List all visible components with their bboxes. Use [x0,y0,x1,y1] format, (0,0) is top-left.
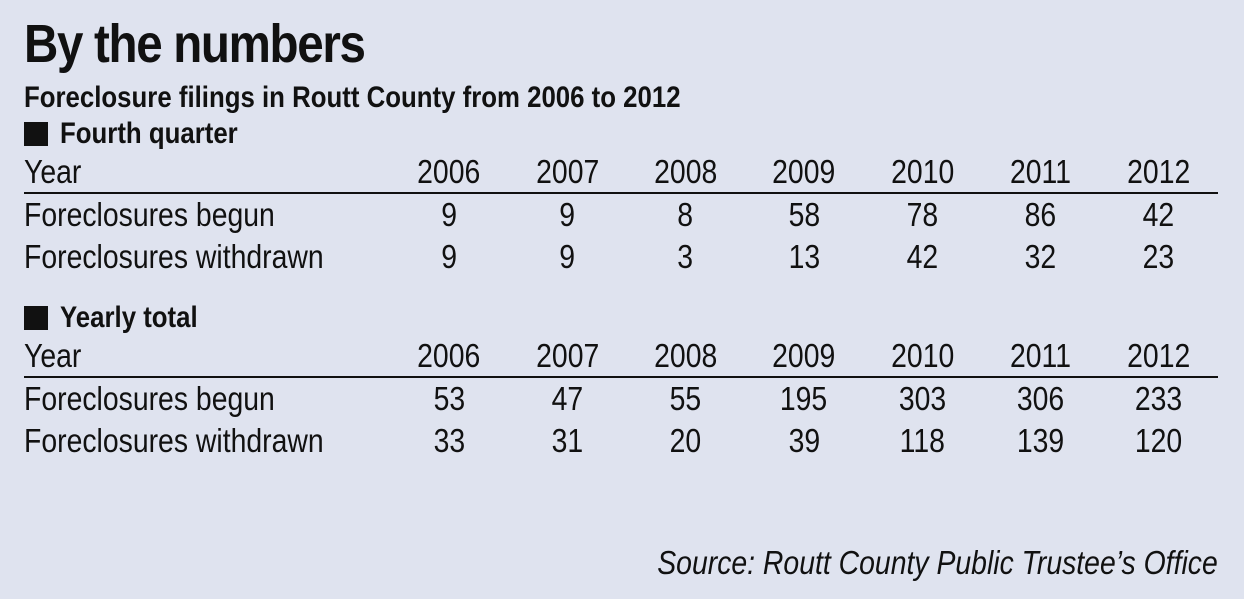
data-value: 86 [1024,196,1057,233]
source-note: Source: Routt County Public Trustee’s Of… [657,544,1218,581]
row-header-label: Year [24,336,390,378]
data-value: 306 [1016,380,1065,417]
data-value: 55 [669,380,702,417]
data-value: 39 [788,422,820,459]
data-value: 233 [1135,380,1183,417]
section-heading-label: Yearly total [60,301,198,334]
year-tick-label: 2008 [626,336,745,378]
year-tick-label: 2007 [508,336,627,378]
data-value: 31 [551,422,584,459]
data-value: 53 [433,380,465,417]
year-tick-label: 2006 [389,336,509,378]
year-tick-label: 2012 [1099,152,1218,194]
data-value: 3 [677,238,694,275]
data-value: 47 [551,380,584,417]
year-tick-label: 2009 [744,152,864,194]
data-value: 23 [1143,238,1175,275]
year-tick-label: 2011 [981,336,1100,378]
square-bullet-icon [24,122,48,146]
table-row: Foreclosures begun 53 47 55 195 303 306 … [24,377,1218,420]
table-row: Foreclosures withdrawn 9 9 3 13 42 32 23 [24,236,1218,278]
data-value: 9 [441,238,457,275]
table-row: Foreclosures withdrawn 33 31 20 39 118 1… [24,420,1218,462]
section-heading-fourth-quarter: Fourth quarter [24,116,1220,152]
year-tick-label: 2009 [744,336,864,378]
row-label: Foreclosures begun [24,196,275,233]
row-label: Foreclosures withdrawn [24,422,324,459]
year-tick-label: 2012 [1099,336,1218,378]
year-tick-label: 2010 [863,152,982,194]
data-value: 20 [669,422,702,459]
square-bullet-icon [24,306,48,330]
fourth-quarter-table: Year 2006 2007 2008 2009 2010 2011 2012 … [24,152,1218,278]
table-row: Foreclosures begun 9 9 8 58 78 86 42 [24,193,1218,236]
year-tick-label: 2007 [508,152,627,194]
row-label: Foreclosures withdrawn [24,238,324,275]
year-tick-label: 2006 [389,152,509,194]
data-value: 13 [788,238,820,275]
chart-subtitle: Foreclosure filings in Routt County from… [24,81,681,114]
data-value: 42 [1143,196,1175,233]
year-tick-label: 2010 [863,336,982,378]
year-header-row: Year 2006 2007 2008 2009 2010 2011 2012 [24,336,1218,378]
row-label: Foreclosures begun [24,380,275,417]
data-value: 303 [898,380,946,417]
yearly-total-table: Year 2006 2007 2008 2009 2010 2011 2012 … [24,336,1218,462]
data-value: 120 [1135,422,1183,459]
section-heading-yearly-total: Yearly total [24,300,1220,336]
data-value: 9 [441,196,457,233]
row-header-label: Year [24,152,390,194]
data-value: 195 [780,380,828,417]
data-value: 8 [677,196,694,233]
data-value: 58 [788,196,820,233]
year-tick-label: 2011 [981,152,1100,194]
data-value: 139 [1016,422,1065,459]
data-value: 32 [1024,238,1057,275]
data-value: 9 [559,238,576,275]
section-heading-label: Fourth quarter [60,117,238,150]
data-value: 42 [906,238,939,275]
data-value: 78 [906,196,939,233]
chart-title: By the numbers [24,14,366,74]
section-spacer [24,278,1220,300]
data-value: 33 [433,422,465,459]
data-value: 9 [559,196,576,233]
year-header-row: Year 2006 2007 2008 2009 2010 2011 2012 [24,152,1218,194]
data-value: 118 [899,422,945,459]
year-tick-label: 2008 [626,152,745,194]
